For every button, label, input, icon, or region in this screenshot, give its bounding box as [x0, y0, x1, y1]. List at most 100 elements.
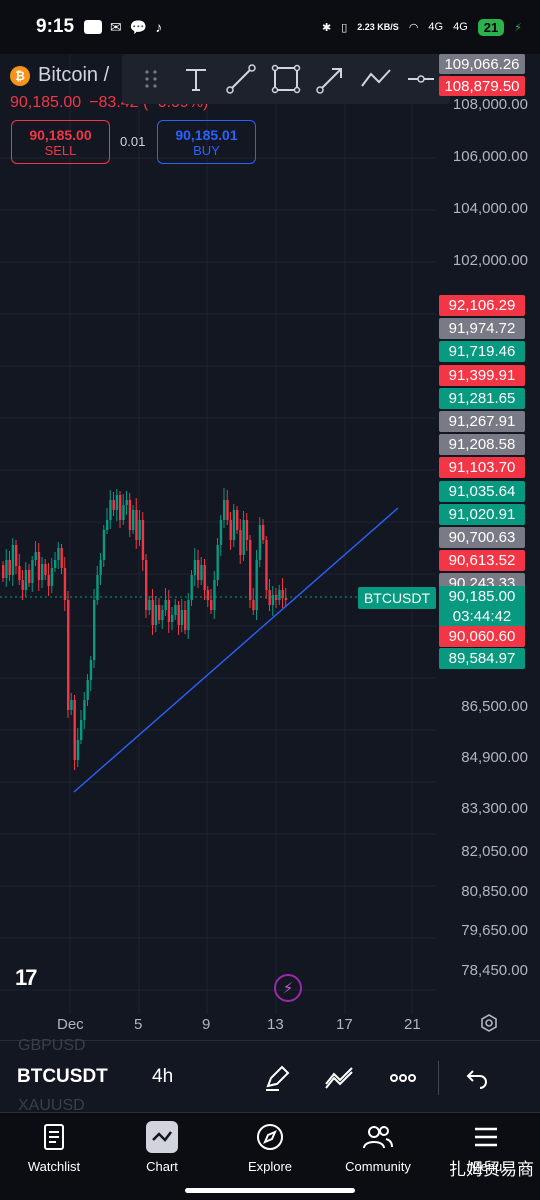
- candle-body: [148, 600, 151, 610]
- horizontal-line-icon[interactable]: [404, 62, 438, 96]
- candle-body: [210, 600, 213, 610]
- nav-chart-label: Chart: [146, 1159, 178, 1174]
- candle-body: [255, 560, 258, 610]
- next-symbol[interactable]: XAUUSD: [18, 1097, 85, 1114]
- nav-menu[interactable]: Menu: [432, 1113, 540, 1200]
- candle-body: [145, 560, 148, 610]
- prev-symbol[interactable]: GBPUSD: [18, 1037, 86, 1054]
- candle-body: [60, 548, 63, 568]
- nav-watchlist-label: Watchlist: [27, 1159, 81, 1174]
- chart-icon: [146, 1121, 178, 1153]
- bottom-navigation: Watchlist Chart Explore Community Menu: [0, 1112, 540, 1200]
- candle-body: [132, 510, 135, 530]
- candle-body: [206, 590, 210, 600]
- symbol-header[interactable]: ₿ Bitcoin /: [10, 64, 109, 87]
- drag-handle-icon[interactable]: [134, 62, 168, 96]
- price-tag: 90,613.52: [439, 550, 525, 572]
- candle-body: [18, 566, 21, 580]
- status-time: 9:15: [36, 16, 75, 37]
- candle-body: [151, 600, 154, 625]
- candle-body: [278, 590, 281, 600]
- candle-body: [54, 560, 57, 568]
- divider: [438, 1061, 439, 1095]
- candle-body: [73, 700, 76, 760]
- price-tag: 91,399.91: [439, 364, 525, 386]
- candle-body: [213, 580, 216, 610]
- settings-gear-icon[interactable]: [479, 1013, 499, 1033]
- price-axis-label: 78,450.00: [461, 962, 528, 979]
- price-axis-label: 82,050.00: [461, 843, 528, 860]
- wifi-icon: ◠: [408, 21, 419, 34]
- watchlist-icon: [38, 1121, 70, 1153]
- compass-icon: [254, 1121, 286, 1153]
- buy-price: 90,185.01: [175, 126, 238, 143]
- nav-community[interactable]: Community: [324, 1113, 432, 1200]
- active-symbol[interactable]: BTCUSDT: [17, 1066, 108, 1087]
- candle-body: [28, 570, 31, 583]
- people-icon: [362, 1121, 394, 1153]
- candle-body: [128, 500, 132, 530]
- candle-body: [239, 530, 242, 555]
- price-tag: 90,700.63: [439, 527, 525, 548]
- time-axis-label: 17: [336, 1016, 353, 1033]
- buy-button[interactable]: 90,185.01 BUY: [157, 120, 256, 164]
- candle-body: [8, 560, 11, 575]
- price-tag: 91,020.91: [439, 503, 525, 525]
- buy-label: BUY: [193, 142, 220, 158]
- status-bar: 9:15 ✉ 💬 ♪ ✱ ▯ 2.23 KB/S ◠ 4G 4G 21 ⚡: [0, 0, 540, 54]
- price-tag: 91,281.65: [439, 387, 525, 409]
- drawing-toolbar: [122, 54, 450, 104]
- path-tool-icon[interactable]: [359, 62, 393, 96]
- nav-watchlist[interactable]: Watchlist: [0, 1113, 108, 1200]
- indicators-icon[interactable]: [324, 1063, 354, 1093]
- nav-chart[interactable]: Chart: [108, 1113, 216, 1200]
- candle-body: [15, 545, 18, 566]
- price-axis-label: 86,500.00: [461, 698, 528, 715]
- price-tag: 91,103.70: [439, 457, 525, 479]
- candle-body: [109, 500, 112, 520]
- candle-body: [135, 510, 138, 540]
- candle-body: [89, 660, 93, 680]
- home-indicator[interactable]: [185, 1188, 355, 1193]
- candle-body: [76, 740, 80, 760]
- price-tag: 91,208.58: [439, 434, 525, 456]
- candle-body: [154, 605, 158, 625]
- candle-body: [70, 700, 73, 710]
- sell-price: 90,185.00: [29, 126, 92, 143]
- nav-explore[interactable]: Explore: [216, 1113, 324, 1200]
- pencil-draw-icon[interactable]: [262, 1063, 292, 1093]
- candle-body: [258, 525, 262, 560]
- candle-body: [229, 520, 232, 540]
- trend-line-icon[interactable]: [224, 62, 258, 96]
- price-tag: 109,066.26: [439, 54, 525, 74]
- tiktok-icon: ♪: [155, 19, 163, 35]
- sell-button[interactable]: 90,185.00 SELL: [11, 120, 110, 164]
- arrow-tool-icon[interactable]: [314, 62, 348, 96]
- menu-icon: [470, 1121, 502, 1153]
- rectangle-tool-icon[interactable]: [269, 62, 303, 96]
- spread-value: 0.01: [120, 134, 146, 149]
- candlestick-chart[interactable]: [0, 54, 540, 1040]
- price-axis-label: 83,300.00: [461, 800, 528, 817]
- lightning-icon[interactable]: ⚡: [274, 974, 302, 1002]
- charging-icon: ⚡: [514, 21, 522, 34]
- time-axis-label: 5: [134, 1016, 143, 1033]
- text-tool-icon[interactable]: [179, 62, 213, 96]
- symbol-name[interactable]: Bitcoin /: [38, 64, 110, 86]
- time-axis-label: 13: [267, 1016, 284, 1033]
- symbol-bar: GBPUSD BTCUSDT XAUUSD 4h: [0, 1037, 540, 1114]
- price-axis-label: 102,000.00: [452, 252, 528, 269]
- price-tag: 89,584.97: [439, 648, 525, 669]
- undo-icon[interactable]: [462, 1063, 492, 1093]
- tradingview-logo: 17: [15, 965, 38, 990]
- candle-body: [245, 520, 249, 540]
- candle-body: [122, 505, 125, 520]
- current-price: 90,185.00: [448, 588, 516, 605]
- candle-body: [11, 545, 15, 575]
- more-options-icon[interactable]: [388, 1063, 418, 1093]
- signal-4g-2: 4G: [453, 21, 468, 33]
- candle-body: [161, 610, 164, 620]
- candle-body: [242, 520, 245, 555]
- notification-icons: ✉ 💬 ♪: [84, 19, 162, 36]
- interval-selector[interactable]: 4h: [152, 1066, 174, 1087]
